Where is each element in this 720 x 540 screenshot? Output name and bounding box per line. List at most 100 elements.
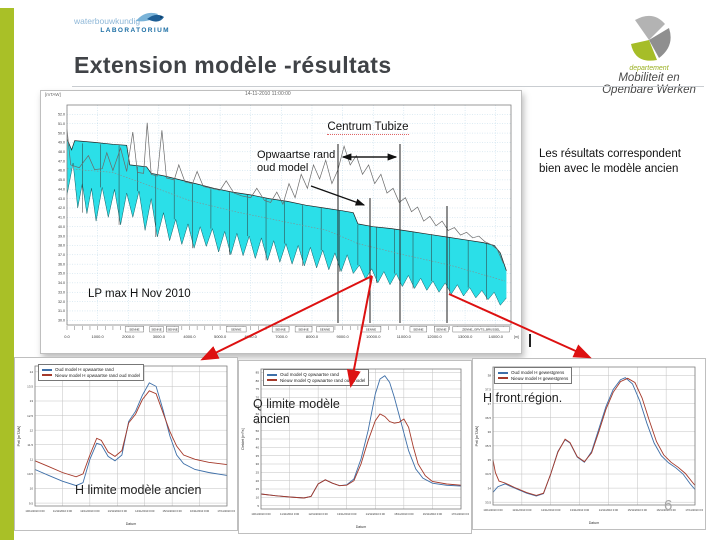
svg-text:SENNE: SENNE [320,328,330,332]
departement-label: departement [629,65,669,72]
legend-line-blue [498,371,508,374]
svg-text:17/11/2010 0:00: 17/11/2010 0:00 [451,512,469,516]
svg-text:Debiet [m³/s]: Debiet [m³/s] [241,428,245,450]
svg-text:35.0: 35.0 [58,272,65,276]
svg-text:32.0: 32.0 [58,300,65,304]
svg-text:SENNE: SENNE [413,328,423,332]
svg-text:13/11/2010 0:00: 13/11/2010 0:00 [337,512,357,516]
waterbouwkundig-label: waterbouwkundig [74,16,141,26]
svg-text:12: 12 [30,428,34,432]
svg-text:1000.0: 1000.0 [92,334,105,339]
svg-text:30.0: 30.0 [58,319,65,323]
h-limite-label: H limite modèle ancien [75,483,202,497]
svg-text:38.0: 38.0 [58,244,65,248]
svg-text:45: 45 [256,437,260,441]
left-accent-bar [0,8,14,540]
svg-text:16/11/2010 0:00: 16/11/2010 0:00 [190,509,210,513]
svg-text:35: 35 [488,458,492,462]
svg-text:10000.0: 10000.0 [366,334,381,339]
h-limite-legend: Oud model H opwaartse rand Nieuw model H… [38,364,145,382]
svg-text:75: 75 [256,387,260,391]
svg-text:ZENNE_GRVTS_BRUSSEL: ZENNE_GRVTS_BRUSSEL [462,328,500,332]
svg-text:13000.0: 13000.0 [458,334,473,339]
slide-title: Extension modèle -résultats [74,52,392,78]
svg-text:10.5: 10.5 [27,472,33,476]
page-number: 6 [664,497,673,514]
svg-text:49.0: 49.0 [58,141,65,145]
text-cursor[interactable] [529,334,531,347]
chart-timestamp: 14-11-2010 11:00:00 [245,91,291,97]
svg-text:34.5: 34.5 [485,472,491,476]
svg-text:5: 5 [257,504,259,508]
h-front-chart-panel: 10/11/2010 0:00 11/11/2010 0:00 12/11/2010… [472,358,706,530]
svg-text:70: 70 [256,396,260,400]
svg-text:6000.0: 6000.0 [245,334,258,339]
svg-text:7000.0: 7000.0 [275,334,288,339]
q-limite-chart: 10/11/2010 0:00 11/11/2010 0:00 12/11/2010… [241,368,469,529]
legend-line-red [42,374,52,377]
svg-text:Datum: Datum [126,522,137,526]
svg-text:16/11/2010 0:00: 16/11/2010 0:00 [657,508,677,512]
svg-text:11/11/2010 0:00: 11/11/2010 0:00 [53,509,73,513]
svg-text:12/11/2010 0:00: 12/11/2010 0:00 [309,512,329,516]
legend-label: Nieuw model H gewestgrens [511,375,569,381]
svg-text:34.0: 34.0 [58,281,65,285]
svg-text:33.5: 33.5 [485,500,491,504]
svg-text:SENNE: SENNE [366,328,376,332]
svg-text:42.0: 42.0 [58,206,65,210]
note-text: Les résultats correspondent bien avec le… [539,148,681,175]
svg-text:11/11/2010 0:00: 11/11/2010 0:00 [280,512,300,516]
svg-text:10/11/2010 0:00: 10/11/2010 0:00 [251,512,271,516]
svg-text:11: 11 [30,458,33,462]
h-limite-chart: 10/11/2010 0:00 11/11/2010 0:00 12/11/2010… [17,365,235,526]
svg-text:Peil [mTAW]: Peil [mTAW] [17,426,21,447]
main-profile-chart: 0.0 1000.0 2000.0 3000.0 4000.0 5000.0 6000.0 7… [58,104,519,339]
svg-text:14/11/2010 0:00: 14/11/2010 0:00 [366,512,386,516]
svg-text:35: 35 [256,454,260,458]
h-front-chart: 10/11/2010 0:00 11/11/2010 0:00 12/11/2010… [475,366,703,525]
svg-text:35.5: 35.5 [485,444,491,448]
svg-text:14/11/2010 0:00: 14/11/2010 0:00 [599,508,619,512]
svg-text:31.0: 31.0 [58,309,65,313]
svg-text:10: 10 [256,496,260,500]
svg-text:3000.0: 3000.0 [153,334,166,339]
annotation-lp-max: LP max H Nov 2010 [88,288,191,300]
svg-text:0.0: 0.0 [64,334,70,339]
svg-text:33.0: 33.0 [58,290,65,294]
svg-text:37: 37 [488,402,492,406]
openbare-werken-label: Openbare Werken [602,84,696,96]
svg-text:10/11/2010 0:00: 10/11/2010 0:00 [483,508,503,512]
svg-text:55: 55 [256,421,260,425]
svg-text:14: 14 [30,370,34,374]
legend-label: Nieuw model Q opwaartse rand oud model [280,377,366,383]
svg-text:36.0: 36.0 [58,262,65,266]
svg-text:12.5: 12.5 [27,414,33,418]
svg-text:37.0: 37.0 [58,253,65,257]
svg-text:50: 50 [256,429,260,433]
svg-text:80: 80 [256,379,260,383]
svg-text:15: 15 [256,487,260,491]
svg-text:Peil [mTAW]: Peil [mTAW] [475,426,479,447]
h-front-legend: Oud model H gewestgrens Nieuw model H ge… [494,367,573,385]
svg-text:2000.0: 2000.0 [122,334,135,339]
svg-text:39.0: 39.0 [58,234,65,238]
annotation-opwaartse-rand: Opwaartse rand oud model [257,149,336,174]
svg-text:5000.0: 5000.0 [214,334,227,339]
svg-text:41.0: 41.0 [58,216,65,220]
svg-text:40.0: 40.0 [58,225,65,229]
svg-text:65: 65 [256,404,260,408]
svg-text:14000.0: 14000.0 [488,334,503,339]
svg-text:9.5: 9.5 [29,501,34,505]
svg-text:13: 13 [30,399,34,403]
title-divider [72,86,704,87]
h-limite-chart-panel: 10/11/2010 0:00 11/11/2010 0:00 12/11/2010… [14,357,238,531]
legend-line-blue [42,368,52,371]
mobiliteit-label: Mobiliteit en [618,72,680,84]
svg-text:10/11/2010 0:00: 10/11/2010 0:00 [25,509,45,513]
waterbouwkundig-logo-icon [132,8,168,35]
legend-label: Oud model H opwaartse rand [55,367,114,373]
svg-text:16/11/2010 0:00: 16/11/2010 0:00 [423,512,443,516]
svg-text:36: 36 [488,430,492,434]
svg-text:[m]: [m] [514,335,519,339]
